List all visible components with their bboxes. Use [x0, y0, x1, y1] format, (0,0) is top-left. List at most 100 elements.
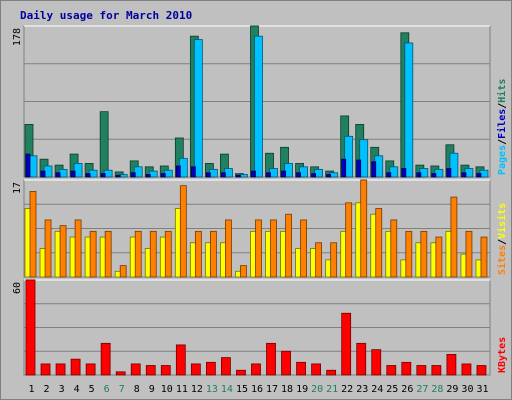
bar-files-23 [359, 139, 369, 178]
bar-pages-16 [251, 170, 256, 178]
series-files [28, 35, 489, 178]
x-tick-label: 26 [401, 384, 413, 395]
panel-bottom: 60 KBytes [12, 279, 508, 376]
x-tick-label: 16 [251, 384, 263, 395]
x-tick-label: 11 [176, 384, 188, 395]
bar-pages-14 [221, 172, 226, 178]
bar-files-25 [389, 166, 399, 178]
x-tick-label: 30 [461, 384, 473, 395]
bar-files-26 [404, 42, 414, 178]
x-tick-label: 7 [119, 384, 125, 395]
bar-files-9 [148, 170, 158, 178]
bar-kbytes-31 [476, 365, 487, 376]
bar-sites-18 [285, 213, 292, 278]
x-tick-label: 19 [296, 384, 308, 395]
bar-kbytes-13 [205, 361, 216, 376]
x-tick-label: 21 [326, 384, 338, 395]
legend-entry: / [497, 239, 508, 245]
bar-sites-10 [164, 230, 172, 278]
bar-kbytes-6 [100, 342, 111, 376]
legend-entry: Pages [497, 145, 508, 175]
bar-files-12 [193, 39, 203, 178]
legend-entry: / [497, 139, 508, 145]
x-tick-label: 29 [446, 384, 458, 395]
bar-sites-4 [74, 219, 82, 278]
bar-sites-12 [194, 230, 202, 278]
legend-entry: Files [496, 109, 508, 139]
bar-pages-6 [100, 173, 106, 178]
bar-sites-13 [209, 230, 217, 278]
x-tick-labels: 1 2 3 4 5 6 7 8 9 10 11 12 13 14 15 16 17 18 19 20 21 22 23 24 2… [29, 384, 489, 395]
legend-entry: Sites [496, 245, 508, 275]
bar-pages-23 [356, 159, 362, 178]
bar-files-16 [254, 35, 263, 178]
bar-pages-10 [160, 173, 166, 178]
bar-pages-29 [446, 168, 452, 178]
series-sites [29, 179, 488, 278]
x-tick-label: 8 [134, 384, 140, 395]
bar-kbytes-15 [236, 369, 246, 376]
bar-pages-31 [476, 173, 482, 178]
bar-sites-7 [119, 265, 127, 278]
bar-pages-9 [145, 174, 151, 178]
bar-pages-28 [431, 173, 437, 178]
x-tick-label: 22 [341, 384, 353, 395]
y-max-label: 60 [12, 282, 23, 294]
y-max-label: 17 [12, 182, 23, 194]
bar-pages-30 [461, 172, 467, 178]
bar-sites-17 [270, 219, 277, 278]
bar-pages-24 [371, 161, 377, 178]
legend-middle: Sites/Visits [496, 203, 508, 275]
bar-pages-4 [70, 170, 76, 178]
x-tick-label: 5 [89, 384, 95, 395]
bar-pages-18 [281, 170, 286, 178]
bar-kbytes-1 [25, 279, 36, 376]
series-pages [25, 153, 482, 178]
bar-sites-2 [44, 219, 52, 278]
bar-pages-17 [266, 172, 271, 178]
bar-sites-29 [450, 196, 458, 278]
bar-kbytes-12 [190, 363, 201, 376]
bar-pages-8 [130, 172, 136, 178]
bar-kbytes-7 [115, 371, 126, 376]
x-tick-label: 20 [311, 384, 323, 395]
bar-kbytes-2 [40, 363, 51, 376]
bar-kbytes-16 [251, 363, 261, 376]
bar-pages-15 [236, 174, 241, 178]
legend-entry: / [497, 103, 508, 109]
bar-kbytes-27 [416, 365, 427, 376]
bar-pages-19 [296, 172, 301, 178]
bar-pages-22 [341, 158, 347, 178]
bar-sites-16 [255, 219, 262, 278]
bar-sites-6 [104, 230, 112, 278]
bar-files-22 [344, 135, 354, 178]
bar-sites-26 [405, 230, 413, 278]
bar-sites-15 [240, 265, 247, 278]
x-tick-label: 3 [59, 384, 65, 395]
bar-sites-5 [89, 230, 97, 278]
bar-pages-2 [40, 170, 46, 178]
x-tick-label: 23 [356, 384, 368, 395]
legend-bottom: KBytes [497, 337, 508, 373]
bar-sites-19 [300, 219, 307, 278]
bar-sites-31 [480, 236, 488, 278]
bar-sites-28 [435, 236, 443, 278]
bar-pages-25 [386, 172, 392, 178]
bar-sites-1 [29, 191, 37, 278]
x-tick-label: 28 [431, 384, 443, 395]
panel-middle: 17 Sites/Visits [12, 179, 508, 278]
x-tick-label: 6 [104, 384, 110, 395]
x-tick-label: 31 [476, 384, 488, 395]
bar-kbytes-21 [326, 369, 337, 376]
bar-sites-23 [360, 179, 368, 278]
bar-kbytes-19 [296, 361, 306, 376]
bar-pages-3 [55, 172, 61, 178]
bar-pages-21 [326, 174, 332, 178]
bar-hits-6 [99, 111, 109, 178]
bar-sites-25 [390, 219, 398, 278]
bar-pages-12 [190, 166, 196, 178]
bar-kbytes-18 [281, 350, 291, 376]
bar-kbytes-25 [386, 365, 397, 376]
bar-kbytes-5 [85, 363, 96, 376]
